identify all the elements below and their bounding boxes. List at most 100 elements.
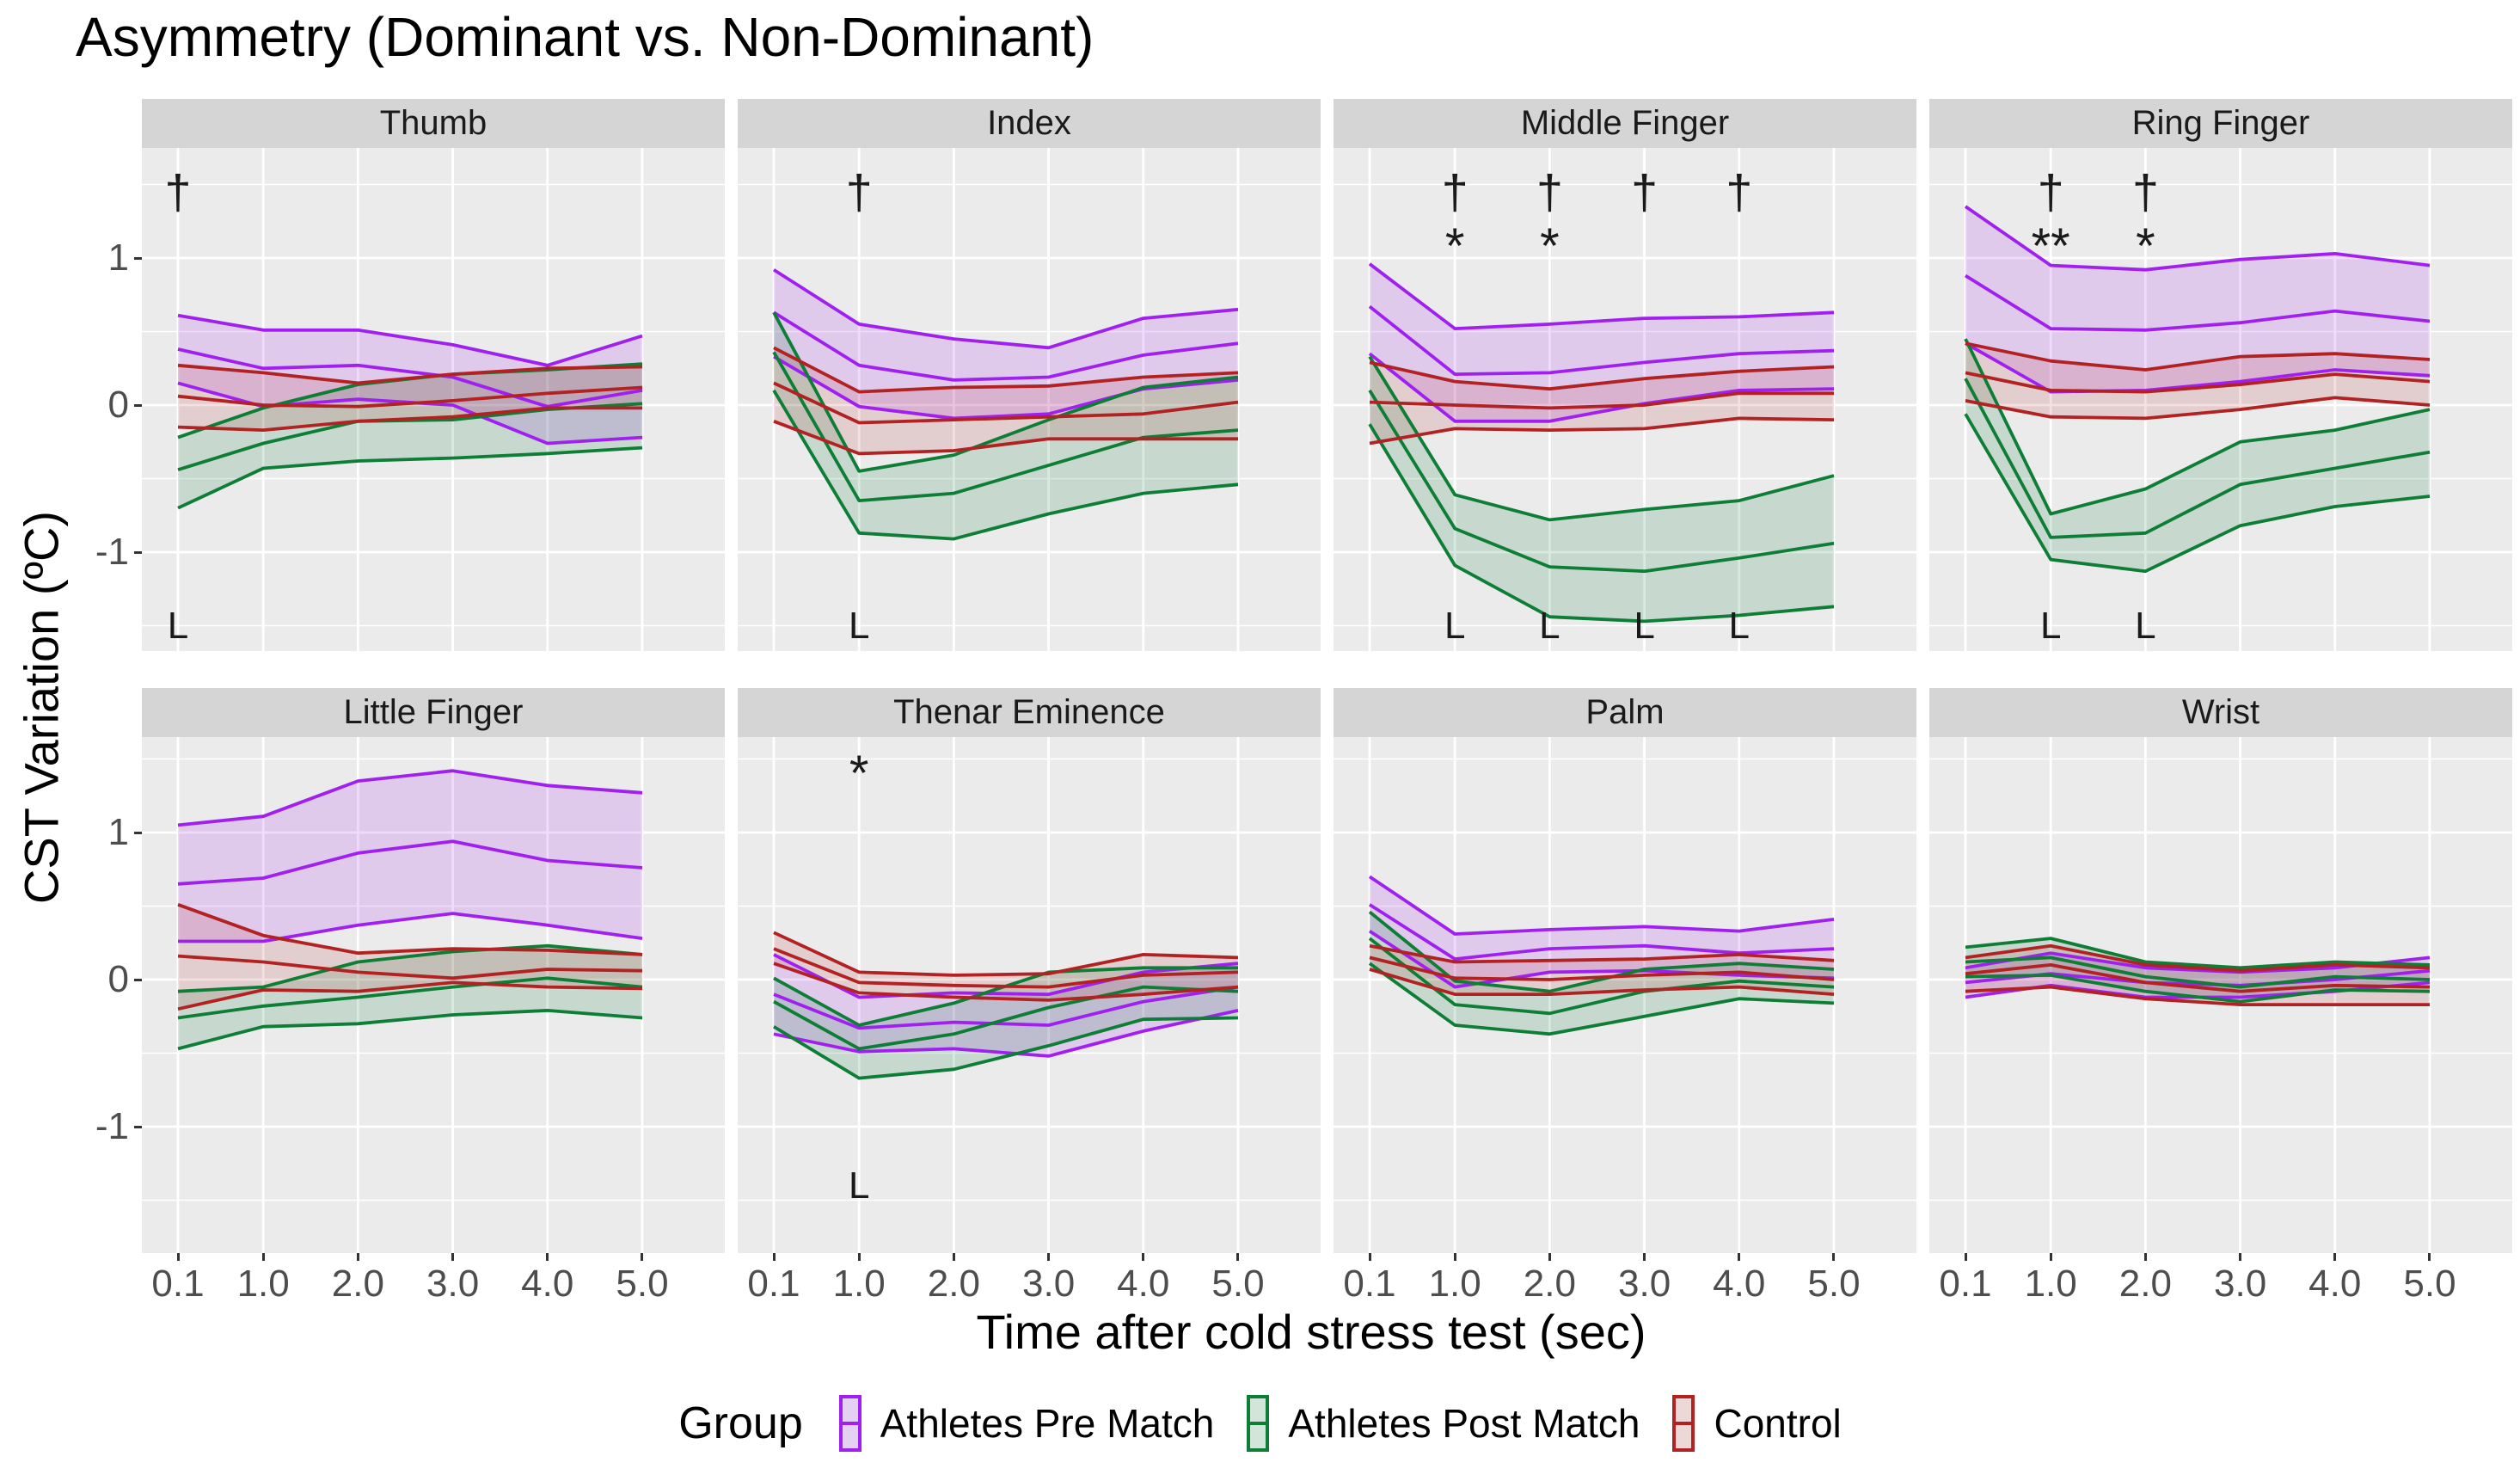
x-tick-mark bbox=[261, 1253, 265, 1261]
y-tick-mark bbox=[134, 550, 142, 554]
facet-strip-wrist: Wrist bbox=[1929, 688, 2512, 737]
svg-text:L: L bbox=[1444, 605, 1465, 647]
facet-panel-middle-finger: † † † †* *L L L L bbox=[1334, 148, 1916, 651]
svg-text:†: † bbox=[846, 165, 873, 219]
x-tick-label: 4.0 bbox=[2308, 1263, 2362, 1305]
legend-label-pre: Athletes Pre Match bbox=[880, 1401, 1215, 1446]
x-tick-label: 3.0 bbox=[426, 1263, 480, 1305]
x-tick-mark bbox=[356, 1253, 359, 1261]
x-tick-mark bbox=[857, 1253, 861, 1261]
facet-strip-index: Index bbox=[738, 99, 1321, 148]
x-axis-title: Time after cold stress test (sec) bbox=[976, 1305, 1646, 1359]
x-tick-label: 1.0 bbox=[832, 1263, 886, 1305]
x-tick-mark bbox=[952, 1253, 955, 1261]
x-tick-label: 2.0 bbox=[927, 1263, 980, 1305]
svg-text:†: † bbox=[1631, 165, 1658, 219]
y-tick-mark bbox=[134, 1125, 142, 1128]
x-tick-label: 5.0 bbox=[616, 1263, 669, 1305]
facet-strip-ring-finger: Ring Finger bbox=[1929, 99, 2512, 148]
x-tick-label: 4.0 bbox=[1713, 1263, 1766, 1305]
svg-text:†: † bbox=[1726, 165, 1752, 219]
y-tick-label: -1 bbox=[95, 1105, 129, 1147]
legend-entry-post: Athletes Post Match bbox=[1247, 1395, 1640, 1452]
svg-text:*: * bbox=[1445, 218, 1465, 274]
x-tick-mark bbox=[2143, 1253, 2147, 1261]
facet-panel-palm bbox=[1334, 737, 1916, 1253]
x-tick-mark bbox=[1368, 1253, 1371, 1261]
x-tick-label: 4.0 bbox=[521, 1263, 574, 1305]
x-tick-mark bbox=[176, 1253, 180, 1261]
x-tick-label: 0.1 bbox=[1343, 1263, 1396, 1305]
svg-text:*: * bbox=[1540, 218, 1560, 274]
facet-strip-middle-finger: Middle Finger bbox=[1334, 99, 1916, 148]
svg-text:L: L bbox=[1729, 605, 1750, 647]
y-tick-label: 1 bbox=[107, 237, 129, 279]
x-tick-label: 1.0 bbox=[2024, 1263, 2077, 1305]
legend-entry-pre: Athletes Pre Match bbox=[838, 1395, 1215, 1452]
x-tick-mark bbox=[1643, 1253, 1646, 1261]
facet-panel-wrist bbox=[1929, 737, 2512, 1253]
x-tick-mark bbox=[2049, 1253, 2052, 1261]
facet-strip-palm: Palm bbox=[1334, 688, 1916, 737]
svg-text:L: L bbox=[849, 605, 869, 647]
svg-text:L: L bbox=[1539, 605, 1560, 647]
x-tick-mark bbox=[641, 1253, 644, 1261]
facet-strip-thumb: Thumb bbox=[142, 99, 725, 148]
svg-text:L: L bbox=[1634, 605, 1654, 647]
y-tick-label: 1 bbox=[107, 811, 129, 853]
x-tick-label: 2.0 bbox=[2118, 1263, 2172, 1305]
x-tick-label: 4.0 bbox=[1117, 1263, 1170, 1305]
x-tick-mark bbox=[1236, 1253, 1240, 1261]
x-tick-label: 1.0 bbox=[1428, 1263, 1481, 1305]
x-tick-mark bbox=[772, 1253, 776, 1261]
svg-text:*: * bbox=[2136, 218, 2155, 274]
x-tick-mark bbox=[1738, 1253, 1741, 1261]
chart-title: Asymmetry (Dominant vs. Non-Dominant) bbox=[76, 6, 1094, 68]
x-tick-label: 1.0 bbox=[236, 1263, 290, 1305]
x-tick-label: 5.0 bbox=[1807, 1263, 1861, 1305]
y-tick-mark bbox=[134, 403, 142, 407]
y-axis-title: CST Variation (ºC) bbox=[14, 510, 69, 905]
svg-text:*: * bbox=[849, 746, 869, 802]
legend: Group Athletes Pre Match Athletes Post M… bbox=[0, 1395, 2520, 1452]
svg-text:†: † bbox=[1442, 165, 1468, 219]
facet-panel-index: †L bbox=[738, 148, 1321, 651]
legend-entry-control: Control bbox=[1672, 1395, 1842, 1452]
x-tick-mark bbox=[451, 1253, 455, 1261]
legend-key-ribbon-control bbox=[1672, 1395, 1695, 1452]
y-tick-mark bbox=[134, 256, 142, 260]
x-tick-label: 0.1 bbox=[747, 1263, 800, 1305]
y-tick-mark bbox=[134, 978, 142, 981]
x-tick-mark bbox=[1964, 1253, 1967, 1261]
x-tick-mark bbox=[2333, 1253, 2337, 1261]
legend-label-post: Athletes Post Match bbox=[1288, 1401, 1640, 1446]
facet-panel-thenar-eminence: *L bbox=[738, 737, 1321, 1253]
x-tick-mark bbox=[1142, 1253, 1145, 1261]
x-tick-mark bbox=[546, 1253, 549, 1261]
y-tick-mark bbox=[134, 831, 142, 834]
svg-text:L: L bbox=[849, 1165, 869, 1207]
y-tick-label: -1 bbox=[95, 531, 129, 573]
svg-text:†: † bbox=[1536, 165, 1563, 219]
x-tick-label: 0.1 bbox=[1939, 1263, 1992, 1305]
svg-text:**: ** bbox=[2032, 218, 2070, 274]
x-tick-label: 5.0 bbox=[1211, 1263, 1265, 1305]
svg-text:L: L bbox=[2040, 605, 2061, 647]
y-tick-label: 0 bbox=[107, 958, 129, 1000]
x-tick-mark bbox=[1047, 1253, 1051, 1261]
x-tick-label: 2.0 bbox=[1523, 1263, 1576, 1305]
svg-text:L: L bbox=[2135, 605, 2155, 647]
legend-title: Group bbox=[678, 1398, 803, 1448]
facet-strip-thenar-eminence: Thenar Eminence bbox=[738, 688, 1321, 737]
facet-strip-little-finger: Little Finger bbox=[142, 688, 725, 737]
legend-key-ribbon-pre bbox=[838, 1395, 861, 1452]
x-tick-mark bbox=[1453, 1253, 1456, 1261]
legend-label-control: Control bbox=[1714, 1401, 1842, 1446]
x-tick-mark bbox=[2239, 1253, 2242, 1261]
legend-key-ribbon-post bbox=[1247, 1395, 1270, 1452]
svg-text:L: L bbox=[168, 605, 188, 647]
x-tick-mark bbox=[2428, 1253, 2431, 1261]
facet-panel-little-finger bbox=[142, 737, 725, 1253]
facet-panel-ring-finger: † †** *L L bbox=[1929, 148, 2512, 651]
